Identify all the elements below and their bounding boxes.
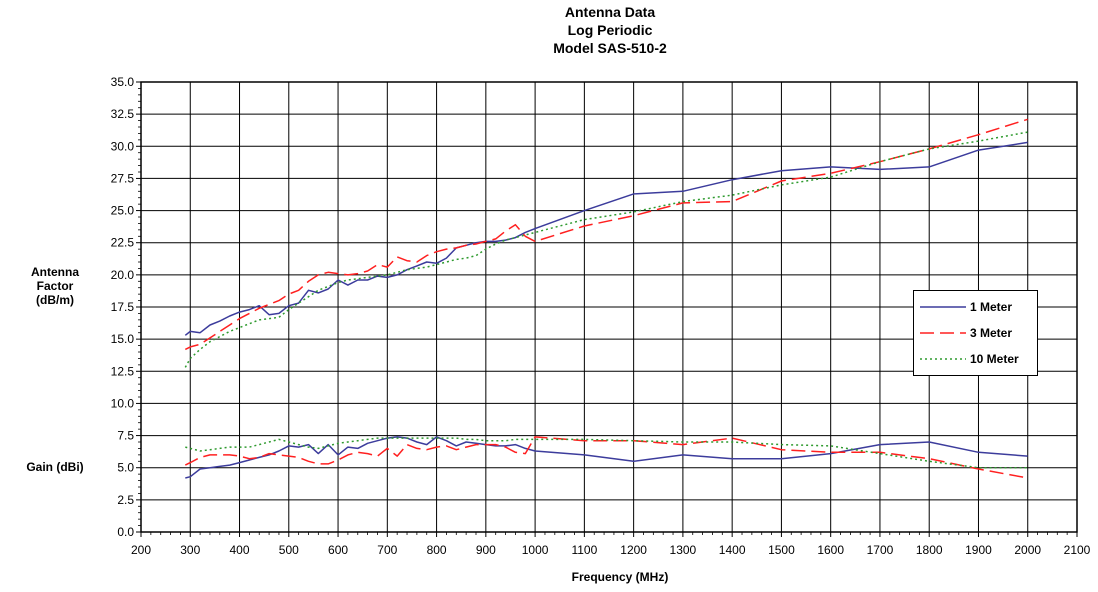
x-tick-label: 2100 bbox=[1064, 543, 1091, 557]
legend-label: 1 Meter bbox=[970, 300, 1013, 314]
y-tick-label: 30.0 bbox=[111, 139, 135, 153]
x-tick-label: 1200 bbox=[620, 543, 647, 557]
y-tick-label: 10.0 bbox=[111, 396, 135, 410]
y-tick-label: 32.5 bbox=[111, 107, 135, 121]
y-axis-label-line-2: Factor (dB/m) bbox=[36, 279, 74, 307]
y-tick-label: 25.0 bbox=[111, 204, 135, 218]
x-tick-label: 600 bbox=[328, 543, 348, 557]
series-layer bbox=[184, 118, 1028, 479]
y-tick-label: 5.0 bbox=[117, 461, 134, 475]
y-axis-label-gain: Gain (dBi) bbox=[26, 460, 84, 474]
y-tick-label: 22.5 bbox=[111, 236, 135, 250]
series-line-antenna-factor-3-meter bbox=[184, 118, 1028, 351]
y-tick-label: 15.0 bbox=[111, 332, 135, 346]
x-tick-label: 900 bbox=[476, 543, 496, 557]
y-tick-label: 17.5 bbox=[111, 300, 135, 314]
y-tick-label: 0.0 bbox=[117, 525, 134, 539]
series-line-antenna-factor-1-meter bbox=[184, 141, 1028, 336]
y-tick-label: 35.0 bbox=[111, 75, 135, 89]
x-tick-label: 800 bbox=[427, 543, 447, 557]
x-tick-label: 400 bbox=[230, 543, 250, 557]
x-tick-label: 2000 bbox=[1014, 543, 1041, 557]
axes: 200 300 400 500 600 700 800 900 1000 1100 1200 1300… bbox=[111, 75, 1091, 557]
x-tick-label: 1500 bbox=[768, 543, 795, 557]
x-tick-label: 1800 bbox=[916, 543, 943, 557]
legend-item-3-meter: 3 Meter bbox=[914, 325, 1039, 341]
legend-swatch-3-meter bbox=[920, 332, 966, 334]
x-tick-label: 1100 bbox=[571, 543, 597, 557]
series-line-gain-10-meter bbox=[185, 437, 1028, 469]
x-tick-label: 1000 bbox=[522, 543, 549, 557]
x-axis-label: Frequency (MHz) bbox=[571, 570, 669, 584]
series-line-gain-3-meter bbox=[184, 436, 1028, 479]
y-axis-label-antenna-factor: Antenna Factor (dB/m) bbox=[20, 265, 90, 307]
y-axis-label-line-1: Antenna bbox=[31, 265, 79, 279]
x-tick-label: 700 bbox=[377, 543, 397, 557]
y-tick-label: 20.0 bbox=[111, 268, 135, 282]
x-tick-label: 1900 bbox=[965, 543, 992, 557]
y-tick-label: 27.5 bbox=[111, 171, 135, 185]
series-line-antenna-factor-10-meter bbox=[184, 131, 1028, 368]
x-tick-label: 1700 bbox=[867, 543, 894, 557]
x-tick-label: 200 bbox=[131, 543, 151, 557]
chart-title-line-1: Antenna Data bbox=[564, 4, 656, 20]
legend-item-10-meter: 10 Meter bbox=[914, 351, 1039, 367]
x-tick-label: 1600 bbox=[817, 543, 844, 557]
x-tick-label: 300 bbox=[180, 543, 200, 557]
legend-swatch-1-meter bbox=[920, 306, 966, 308]
legend-label: 10 Meter bbox=[970, 352, 1019, 366]
legend-label: 3 Meter bbox=[970, 326, 1013, 340]
x-tick-label: 1400 bbox=[719, 543, 746, 557]
legend: 1 Meter 3 Meter 10 Meter bbox=[913, 290, 1038, 376]
y-tick-label: 2.5 bbox=[117, 493, 134, 507]
x-tick-label: 500 bbox=[279, 543, 299, 557]
chart-title-line-3: Model SAS-510-2 bbox=[553, 40, 667, 56]
y-tick-label: 12.5 bbox=[111, 364, 135, 378]
x-tick-label: 1300 bbox=[670, 543, 697, 557]
y-tick-label: 7.5 bbox=[117, 429, 134, 443]
legend-swatch-10-meter bbox=[920, 358, 966, 360]
legend-item-1-meter: 1 Meter bbox=[914, 299, 1039, 315]
chart-title-line-2: Log Periodic bbox=[567, 22, 653, 38]
